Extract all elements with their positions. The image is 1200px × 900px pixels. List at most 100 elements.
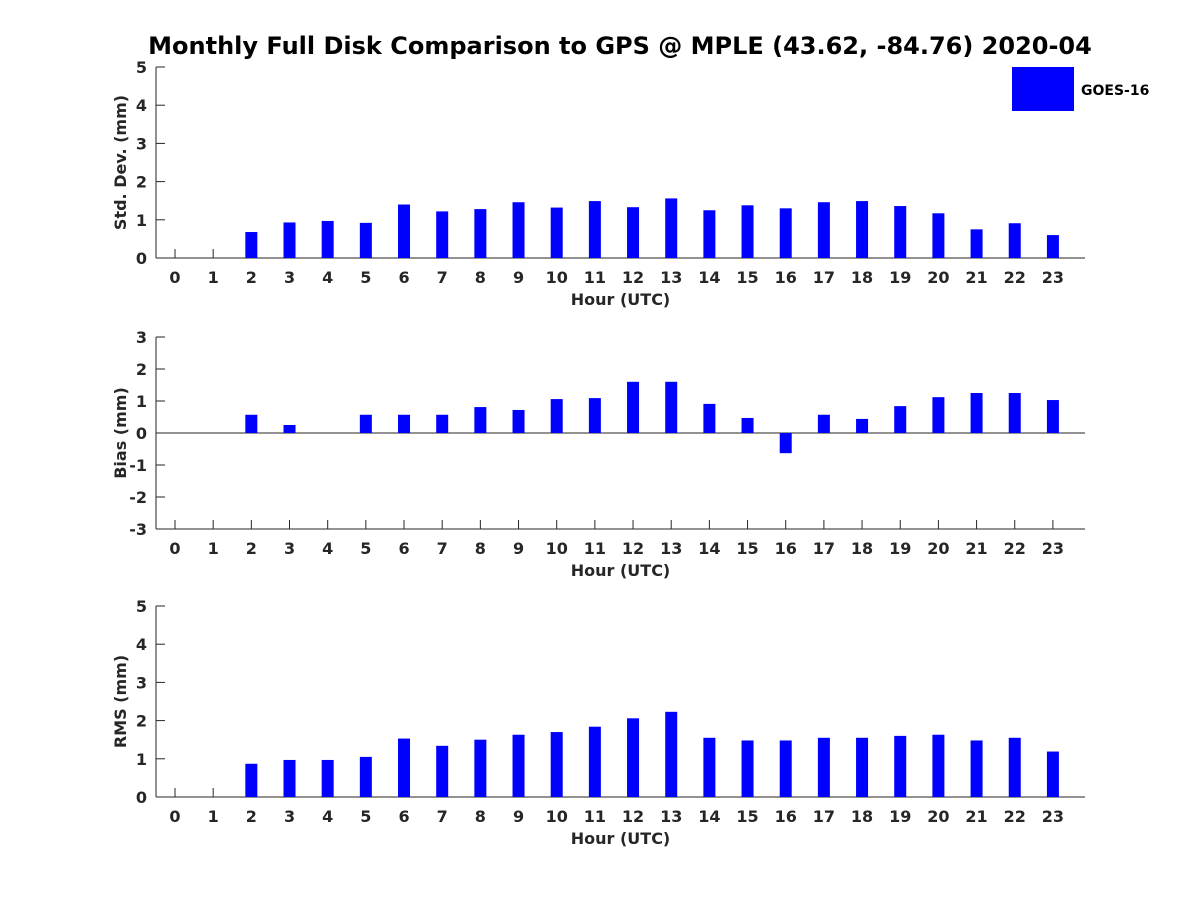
- x-tick-label: 8: [475, 268, 486, 287]
- y-tick-label: 4: [136, 96, 147, 115]
- bar-hour-22: [1008, 393, 1021, 433]
- x-axis-label: Hour (UTC): [571, 829, 671, 848]
- x-tick-label: 4: [322, 268, 333, 287]
- x-tick-label: 13: [660, 539, 682, 558]
- x-tick-label: 3: [284, 807, 295, 826]
- bar-hour-7: [436, 745, 449, 797]
- x-tick-label: 1: [208, 807, 219, 826]
- x-tick-label: 18: [851, 539, 873, 558]
- x-tick-label: 23: [1042, 268, 1064, 287]
- bar-hour-6: [398, 204, 411, 258]
- bar-hour-5: [359, 414, 372, 433]
- bar-hour-3: [283, 759, 296, 797]
- legend-label: GOES-16: [1081, 83, 1149, 99]
- bar-hour-15: [741, 417, 754, 433]
- x-tick-label: 15: [736, 268, 758, 287]
- x-tick-label: 9: [513, 539, 524, 558]
- x-tick-label: 23: [1042, 807, 1064, 826]
- legend: GOES-16: [1012, 67, 1149, 111]
- bar-hour-16: [779, 433, 792, 454]
- x-tick-label: 19: [889, 268, 911, 287]
- x-tick-label: 1: [208, 539, 219, 558]
- y-tick-label: -2: [129, 488, 147, 507]
- bar-hour-11: [588, 201, 601, 258]
- x-tick-label: 21: [965, 539, 987, 558]
- bar-hour-19: [894, 406, 907, 433]
- bar-hour-2: [245, 232, 258, 258]
- y-tick-label: 2: [136, 173, 147, 192]
- x-tick-label: 5: [360, 807, 371, 826]
- x-tick-label: 5: [360, 268, 371, 287]
- x-tick-label: 19: [889, 807, 911, 826]
- bar-hour-13: [665, 198, 678, 258]
- bar-hour-2: [245, 414, 258, 433]
- y-tick-label: 0: [136, 788, 147, 807]
- bar-hour-15: [741, 205, 754, 258]
- x-tick-label: 18: [851, 807, 873, 826]
- x-tick-label: 2: [246, 268, 257, 287]
- bar-hour-11: [588, 726, 601, 797]
- y-tick-label: 2: [136, 360, 147, 379]
- x-axis-label: Hour (UTC): [571, 290, 671, 309]
- bar-hour-20: [932, 734, 945, 797]
- x-tick-label: 10: [546, 539, 568, 558]
- x-tick-label: 7: [437, 268, 448, 287]
- y-tick-label: 5: [136, 597, 147, 616]
- x-tick-label: 10: [546, 807, 568, 826]
- x-tick-label: 17: [813, 539, 835, 558]
- bar-hour-16: [779, 740, 792, 797]
- x-tick-label: 17: [813, 268, 835, 287]
- bar-hour-17: [817, 202, 830, 258]
- y-axis-label: RMS (mm): [111, 655, 130, 748]
- x-tick-label: 14: [698, 268, 720, 287]
- x-tick-label: 9: [513, 268, 524, 287]
- y-tick-label: 3: [136, 673, 147, 692]
- x-tick-label: 20: [927, 807, 949, 826]
- bar-hour-9: [512, 202, 525, 258]
- bar-hour-23: [1046, 751, 1059, 797]
- x-tick-label: 22: [1004, 807, 1026, 826]
- x-tick-label: 20: [927, 268, 949, 287]
- bar-hour-8: [474, 209, 487, 258]
- y-tick-label: 3: [136, 328, 147, 347]
- bar-hour-20: [932, 213, 945, 258]
- bar-hour-22: [1008, 223, 1021, 258]
- x-tick-label: 2: [246, 807, 257, 826]
- x-tick-label: 18: [851, 268, 873, 287]
- x-tick-label: 6: [398, 807, 409, 826]
- x-tick-label: 11: [584, 539, 606, 558]
- y-tick-label: 1: [136, 211, 147, 230]
- x-tick-label: 16: [775, 807, 797, 826]
- x-tick-label: 0: [169, 807, 180, 826]
- y-tick-label: 4: [136, 635, 147, 654]
- bar-hour-14: [703, 210, 716, 258]
- bar-hour-8: [474, 739, 487, 797]
- bar-hour-15: [741, 740, 754, 797]
- x-tick-label: 17: [813, 807, 835, 826]
- bar-hour-12: [627, 718, 640, 797]
- x-tick-label: 6: [398, 268, 409, 287]
- bar-hour-4: [321, 759, 334, 797]
- bar-hour-13: [665, 381, 678, 433]
- bar-hour-7: [436, 414, 449, 433]
- bar-hour-23: [1046, 235, 1059, 258]
- y-tick-label: 5: [136, 58, 147, 77]
- x-tick-label: 22: [1004, 539, 1026, 558]
- y-tick-label: 1: [136, 392, 147, 411]
- bar-hour-4: [321, 220, 334, 258]
- x-tick-label: 20: [927, 539, 949, 558]
- bar-hour-16: [779, 208, 792, 258]
- bar-hour-21: [970, 740, 983, 797]
- x-tick-label: 3: [284, 539, 295, 558]
- x-tick-label: 10: [546, 268, 568, 287]
- x-tick-label: 21: [965, 268, 987, 287]
- x-tick-label: 13: [660, 807, 682, 826]
- x-tick-label: 4: [322, 539, 333, 558]
- x-tick-label: 13: [660, 268, 682, 287]
- bar-hour-8: [474, 407, 487, 433]
- x-tick-label: 8: [475, 807, 486, 826]
- bar-hour-18: [856, 201, 869, 258]
